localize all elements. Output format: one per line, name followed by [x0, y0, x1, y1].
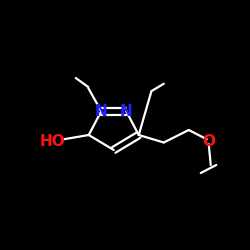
Text: HO: HO	[40, 134, 66, 149]
Text: N: N	[120, 104, 132, 119]
Text: N: N	[95, 104, 108, 119]
Text: O: O	[202, 134, 215, 149]
